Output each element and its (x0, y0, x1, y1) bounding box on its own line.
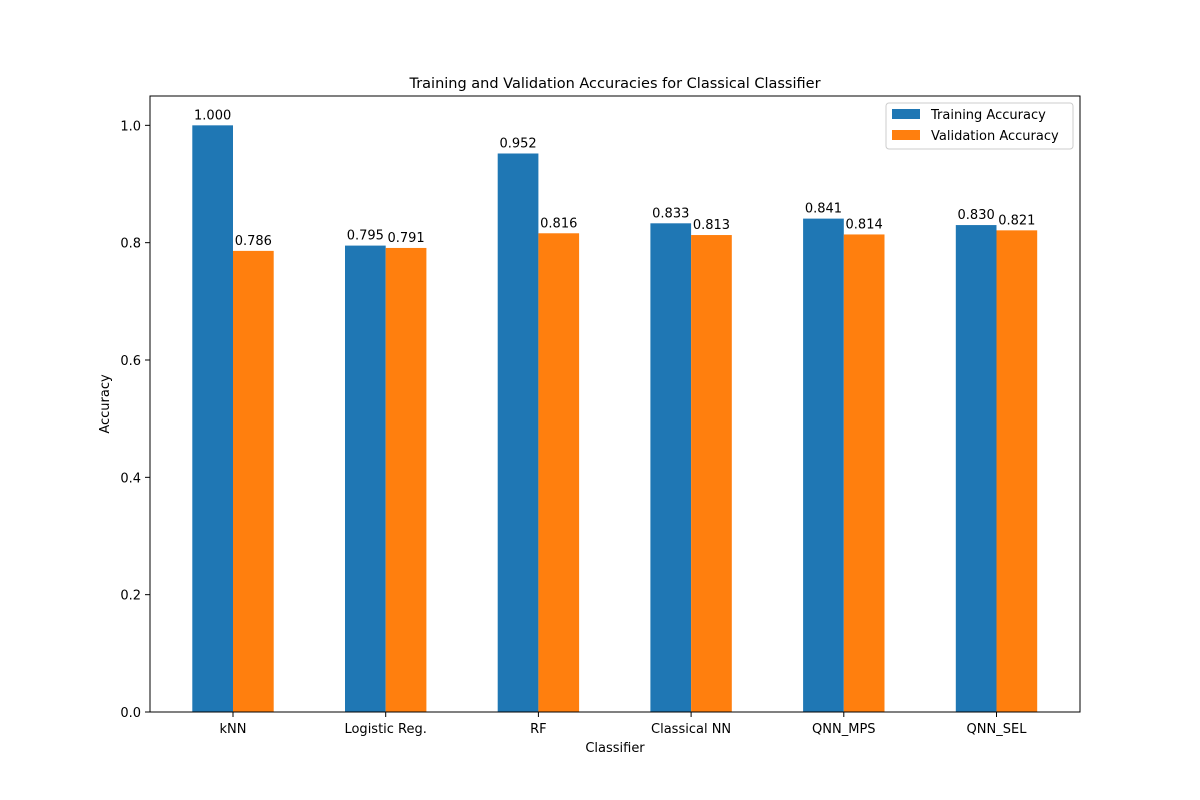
x-tick-label: kNN (220, 722, 247, 737)
data-label-validation: 0.786 (235, 234, 272, 249)
data-label-validation: 0.813 (693, 218, 730, 233)
x-tick-label: Logistic Reg. (344, 722, 426, 737)
bar-validation (233, 250, 274, 712)
data-label-training: 0.841 (805, 202, 842, 217)
x-tick-label: QNN_MPS (812, 722, 876, 737)
bar-validation (691, 235, 732, 713)
data-label-training: 0.952 (499, 136, 536, 151)
bar-training (803, 218, 844, 712)
bar-training (650, 223, 692, 712)
data-label-validation: 0.816 (540, 216, 577, 231)
chart-title: Training and Validation Accuracies for C… (408, 76, 820, 92)
legend-swatch-training (892, 109, 920, 119)
bar-training (345, 245, 386, 712)
y-tick-label: 1.0 (120, 119, 141, 134)
bar-validation (385, 247, 427, 713)
x-axis: kNN Logistic Reg. RF Classical NN QNN_MPS QNN… (220, 712, 1028, 737)
x-tick-label: RF (530, 722, 547, 737)
y-tick-label: 0.4 (120, 471, 141, 486)
y-tick-label: 0.0 (120, 706, 141, 721)
data-label-validation: 0.814 (846, 217, 883, 232)
data-label-training: 0.833 (652, 206, 689, 221)
bar-validation (538, 233, 580, 712)
data-label-training: 0.830 (958, 208, 995, 223)
data-label-validation: 0.821 (998, 213, 1035, 228)
y-tick-label: 0.2 (120, 589, 141, 604)
legend-swatch-validation (892, 130, 920, 140)
bar-training (497, 153, 539, 712)
data-labels-layer: 1.000 0.786 0.795 0.791 0.952 0.816 0.833 0.813… (194, 108, 1035, 249)
x-tick-label: Classical NN (651, 722, 731, 737)
y-axis: 0.0 0.2 0.4 0.6 0.8 1.0 (120, 119, 150, 721)
legend-label-validation: Validation Accuracy (931, 129, 1059, 144)
data-label-validation: 0.791 (387, 231, 424, 246)
legend-label-training: Training Accuracy (930, 108, 1046, 123)
bar-training (192, 125, 233, 713)
x-axis-label: Classifier (585, 741, 645, 756)
y-tick-label: 0.6 (120, 354, 141, 369)
bar-training (955, 225, 997, 713)
bar-validation (843, 234, 885, 712)
data-label-training: 1.000 (194, 108, 231, 123)
y-tick-label: 0.8 (120, 237, 141, 252)
plot-frame (149, 95, 1081, 713)
legend-frame (885, 102, 1074, 150)
bars-layer (192, 125, 1038, 713)
legend: Training Accuracy Validation Accuracy (885, 102, 1074, 150)
x-tick-label: QNN_SEL (967, 722, 1028, 737)
bar-validation (996, 230, 1038, 712)
y-axis-label: Accuracy (98, 374, 113, 434)
data-label-training: 0.795 (347, 229, 384, 244)
